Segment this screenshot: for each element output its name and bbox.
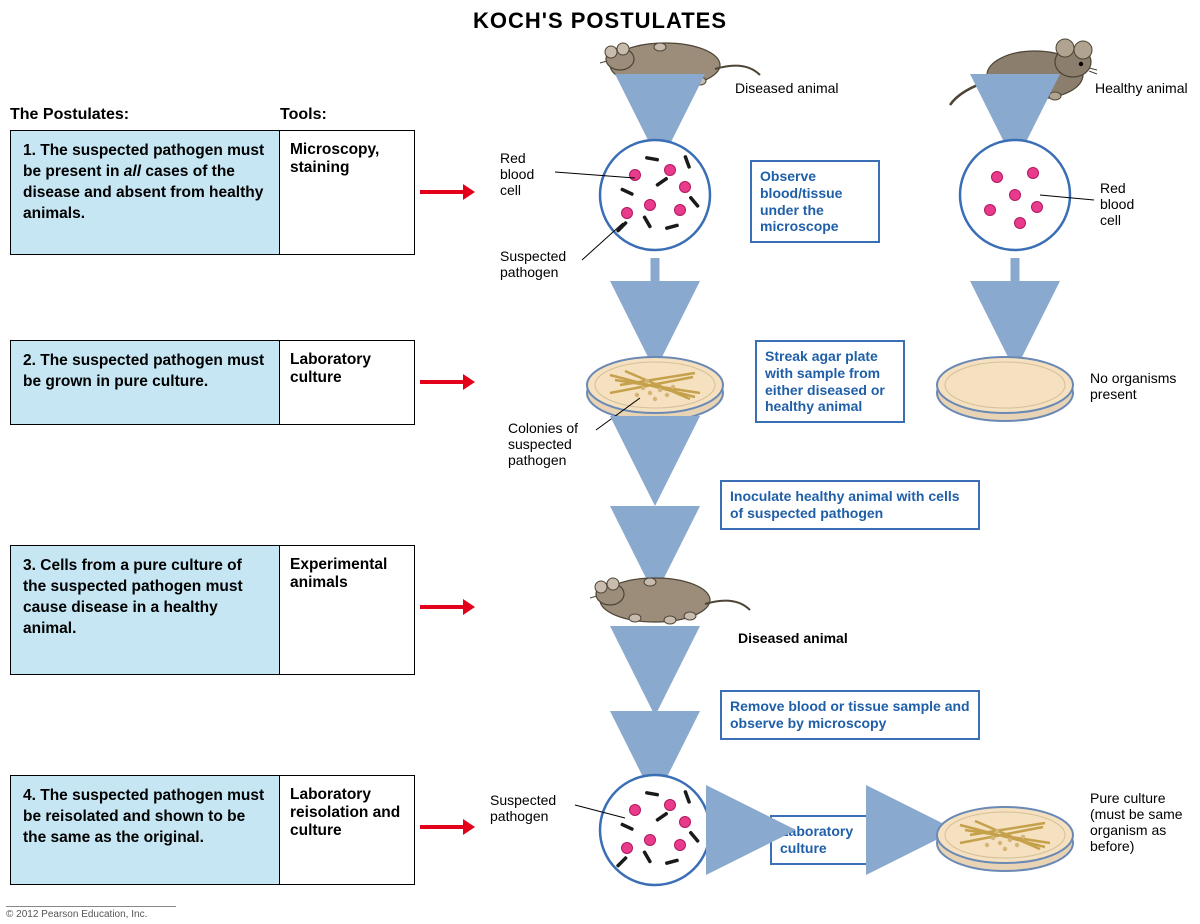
tool-1: Microscopy, staining: [280, 130, 415, 255]
header-postulates: The Postulates:: [10, 106, 129, 124]
postulate-2-num: 2.: [23, 352, 36, 369]
label-diseased-mid: Diseased animal: [738, 630, 848, 646]
postulate-4-text: The suspected pathogen must be reisolate…: [23, 787, 264, 846]
petri-colonies-icon: [587, 357, 723, 421]
postulate-2-text: The suspected pathogen must be grown in …: [23, 352, 264, 390]
petri-empty-icon: [937, 357, 1073, 421]
label-rbc: Red blood cell: [500, 150, 550, 198]
red-arrow-2: [420, 380, 465, 384]
postulate-1-em: all: [124, 163, 141, 180]
diseased-mouse-mid-icon: [590, 578, 750, 624]
petri-final-icon: [937, 807, 1073, 871]
label-colonies: Colonies of suspected pathogen: [508, 420, 598, 468]
bluebox-streak: Streak agar plate with sample from eithe…: [755, 340, 905, 423]
postulate-4-num: 4.: [23, 787, 36, 804]
tool-3: Experimental animals: [280, 545, 415, 675]
postulate-2: 2. The suspected pathogen must be grown …: [10, 340, 280, 425]
label-rbc2: Red blood cell: [1100, 180, 1150, 228]
postulate-3: 3. Cells from a pure culture of the susp…: [10, 545, 280, 675]
microscope-healthy-icon: [960, 140, 1070, 250]
red-arrow-4: [420, 825, 465, 829]
copyright: © 2012 Pearson Education, Inc.: [6, 906, 176, 920]
red-arrow-1: [420, 190, 465, 194]
label-no-orgs: No organisms present: [1090, 370, 1180, 402]
microscope-infected-icon: [600, 140, 710, 250]
label-suspected-pathogen2: Suspected pathogen: [490, 792, 575, 824]
label-suspected-pathogen: Suspected pathogen: [500, 248, 585, 280]
bluebox-inoculate: Inoculate healthy animal with cells of s…: [720, 480, 980, 530]
bluebox-remove: Remove blood or tissue sample and observ…: [720, 690, 980, 740]
label-pure-culture: Pure culture (must be same organism as b…: [1090, 790, 1190, 854]
page-title: KOCH'S POSTULATES: [0, 8, 1200, 34]
tool-4: Laboratory reisolation and culture: [280, 775, 415, 885]
postulate-1: 1. The suspected pathogen must be presen…: [10, 130, 280, 255]
postulate-3-num: 3.: [23, 557, 36, 574]
postulate-4: 4. The suspected pathogen must be reisol…: [10, 775, 280, 885]
label-diseased-top: Diseased animal: [735, 80, 839, 96]
bluebox-labculture: Laboratory culture: [770, 815, 870, 865]
header-tools: Tools:: [280, 106, 327, 124]
postulate-3-text: Cells from a pure culture of the suspect…: [23, 557, 243, 637]
postulate-1-num: 1.: [23, 142, 36, 159]
bluebox-observe: Observe blood/tissue under the microscop…: [750, 160, 880, 243]
healthy-mouse-icon: [950, 39, 1097, 105]
microscope-reisolated-icon: [600, 775, 710, 885]
label-healthy: Healthy animal: [1095, 80, 1188, 96]
tool-2: Laboratory culture: [280, 340, 415, 425]
red-arrow-3: [420, 605, 465, 609]
